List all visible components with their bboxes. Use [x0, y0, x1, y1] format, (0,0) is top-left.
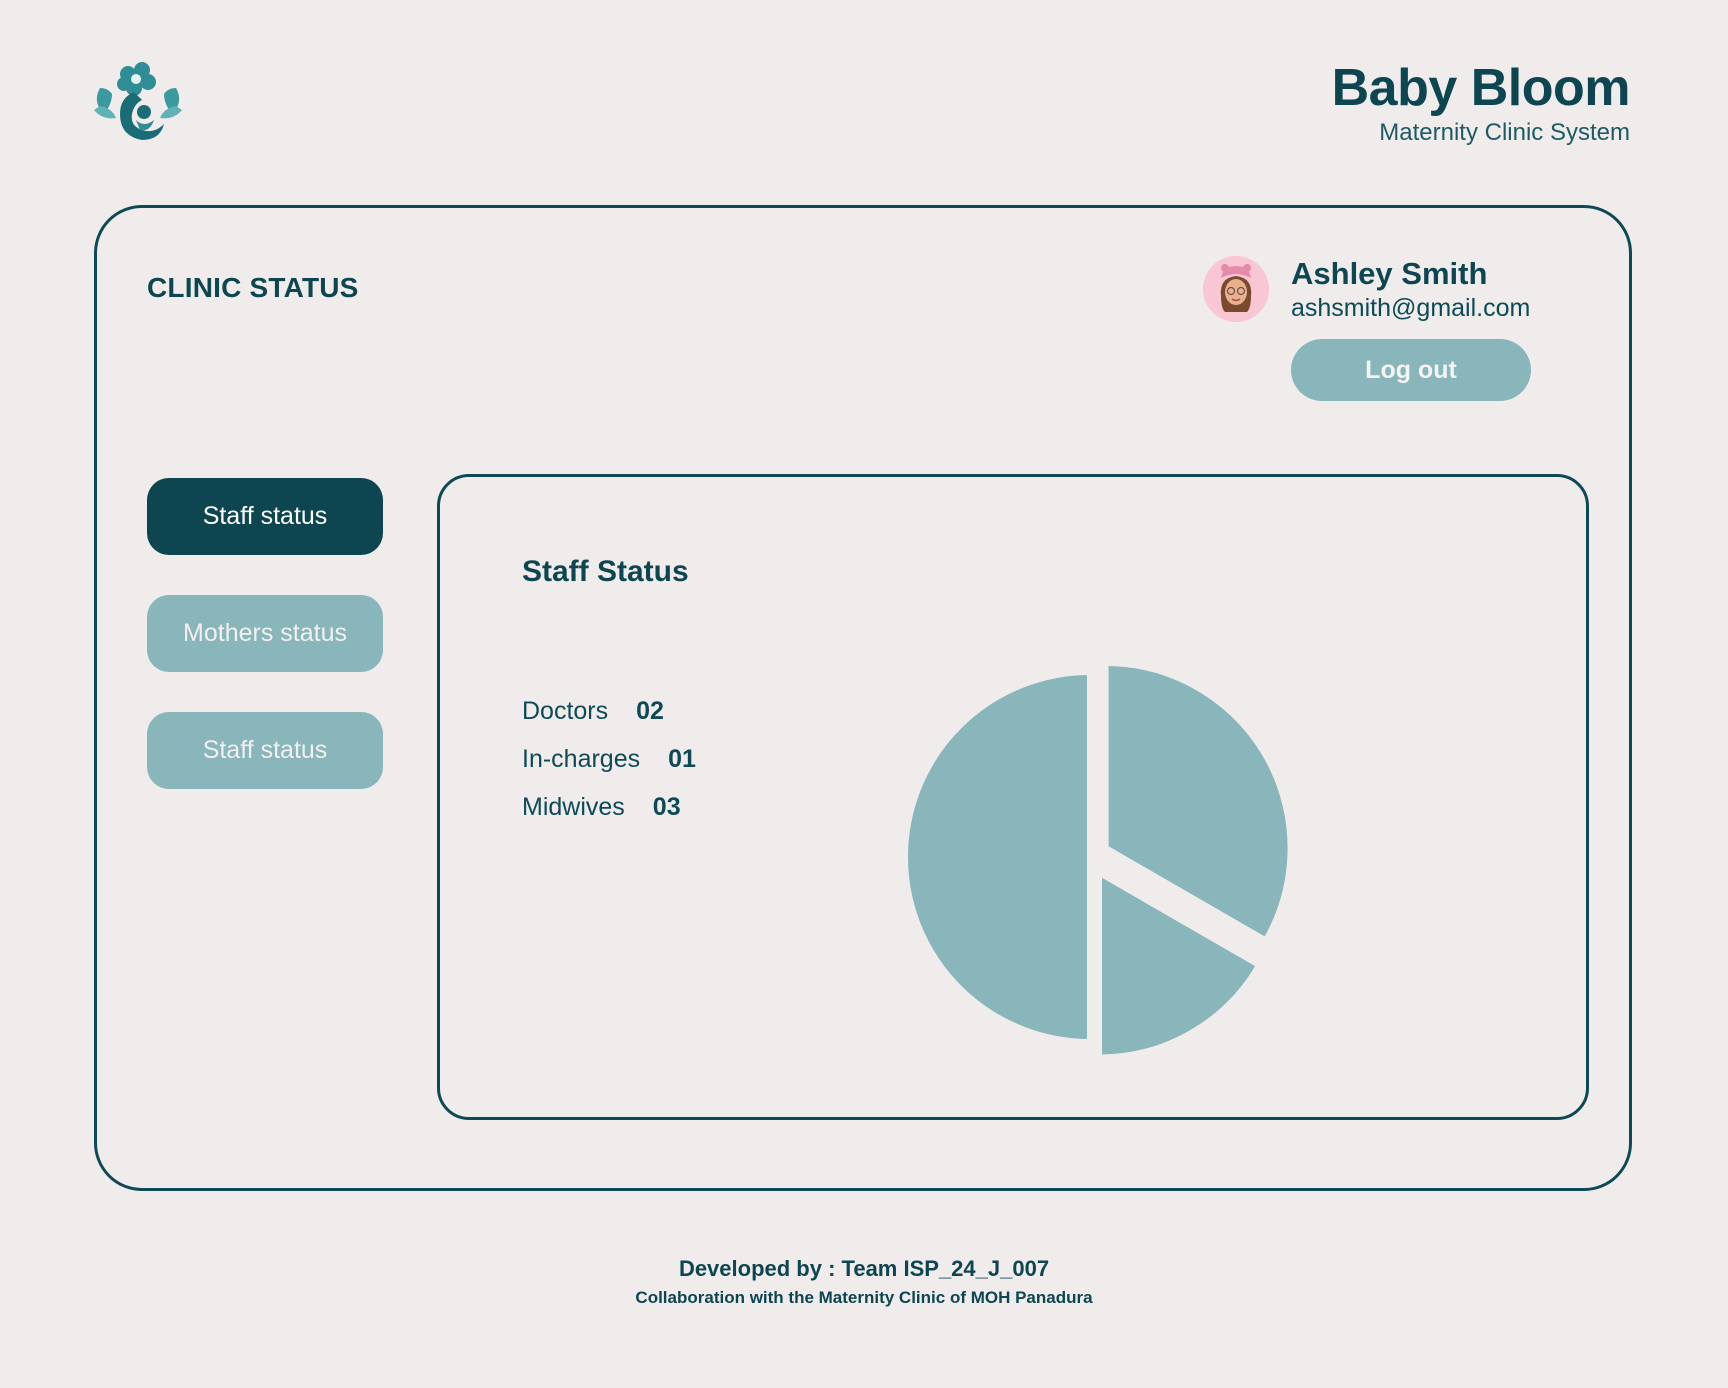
brand-subtitle: Maternity Clinic System: [1379, 119, 1630, 147]
brand-title: Baby Bloom: [1331, 59, 1631, 117]
main-card: CLINIC STATUS Ashley Smith ashsmith@gmai…: [94, 205, 1632, 1191]
stats-list: Doctors 02 In-charges 01 Midwives 03: [522, 687, 696, 831]
pie-slice-in-charges: [1096, 869, 1263, 1057]
brand: Baby Bloom Maternity Clinic System: [1331, 59, 1631, 147]
pie-slice-midwives: [902, 669, 1093, 1045]
staff-pie-chart: [902, 660, 1290, 1057]
stat-label: In-charges: [522, 744, 641, 773]
stat-label: Midwives: [522, 792, 625, 821]
staff-status-panel: Staff Status Doctors 02 In-charges 01 Mi…: [437, 474, 1589, 1120]
panel-title: Staff Status: [522, 555, 689, 588]
stat-row-doctors: Doctors 02: [522, 687, 696, 735]
page-title: CLINIC STATUS: [147, 272, 359, 303]
pie-slice-doctors: [1102, 660, 1290, 944]
stat-row-midwives: Midwives 03: [522, 783, 696, 831]
sidebar-item-mothers-status[interactable]: Mothers status: [147, 595, 383, 672]
logout-button[interactable]: Log out: [1291, 339, 1531, 401]
user-email: ashsmith@gmail.com: [1291, 294, 1531, 322]
user-name: Ashley Smith: [1291, 256, 1488, 291]
stat-value: 01: [668, 744, 696, 773]
footer: Developed by : Team ISP_24_J_007 Collabo…: [0, 1256, 1728, 1308]
stat-value: 03: [652, 792, 681, 821]
sidebar-item-staff-status[interactable]: Staff status: [147, 478, 383, 555]
user-profile: Ashley Smith ashsmith@gmail.com Log out: [1203, 256, 1593, 416]
baby-bloom-logo-icon: [90, 58, 186, 154]
stat-label: Doctors: [522, 696, 609, 725]
stat-value: 02: [636, 696, 664, 725]
sidebar-item-staff-status-2[interactable]: Staff status: [147, 712, 383, 789]
footer-collaboration: Collaboration with the Maternity Clinic …: [635, 1288, 1093, 1307]
avatar: [1203, 256, 1269, 322]
stat-row-in-charges: In-charges 01: [522, 735, 696, 783]
footer-credits: Developed by : Team ISP_24_J_007: [678, 1256, 1050, 1281]
